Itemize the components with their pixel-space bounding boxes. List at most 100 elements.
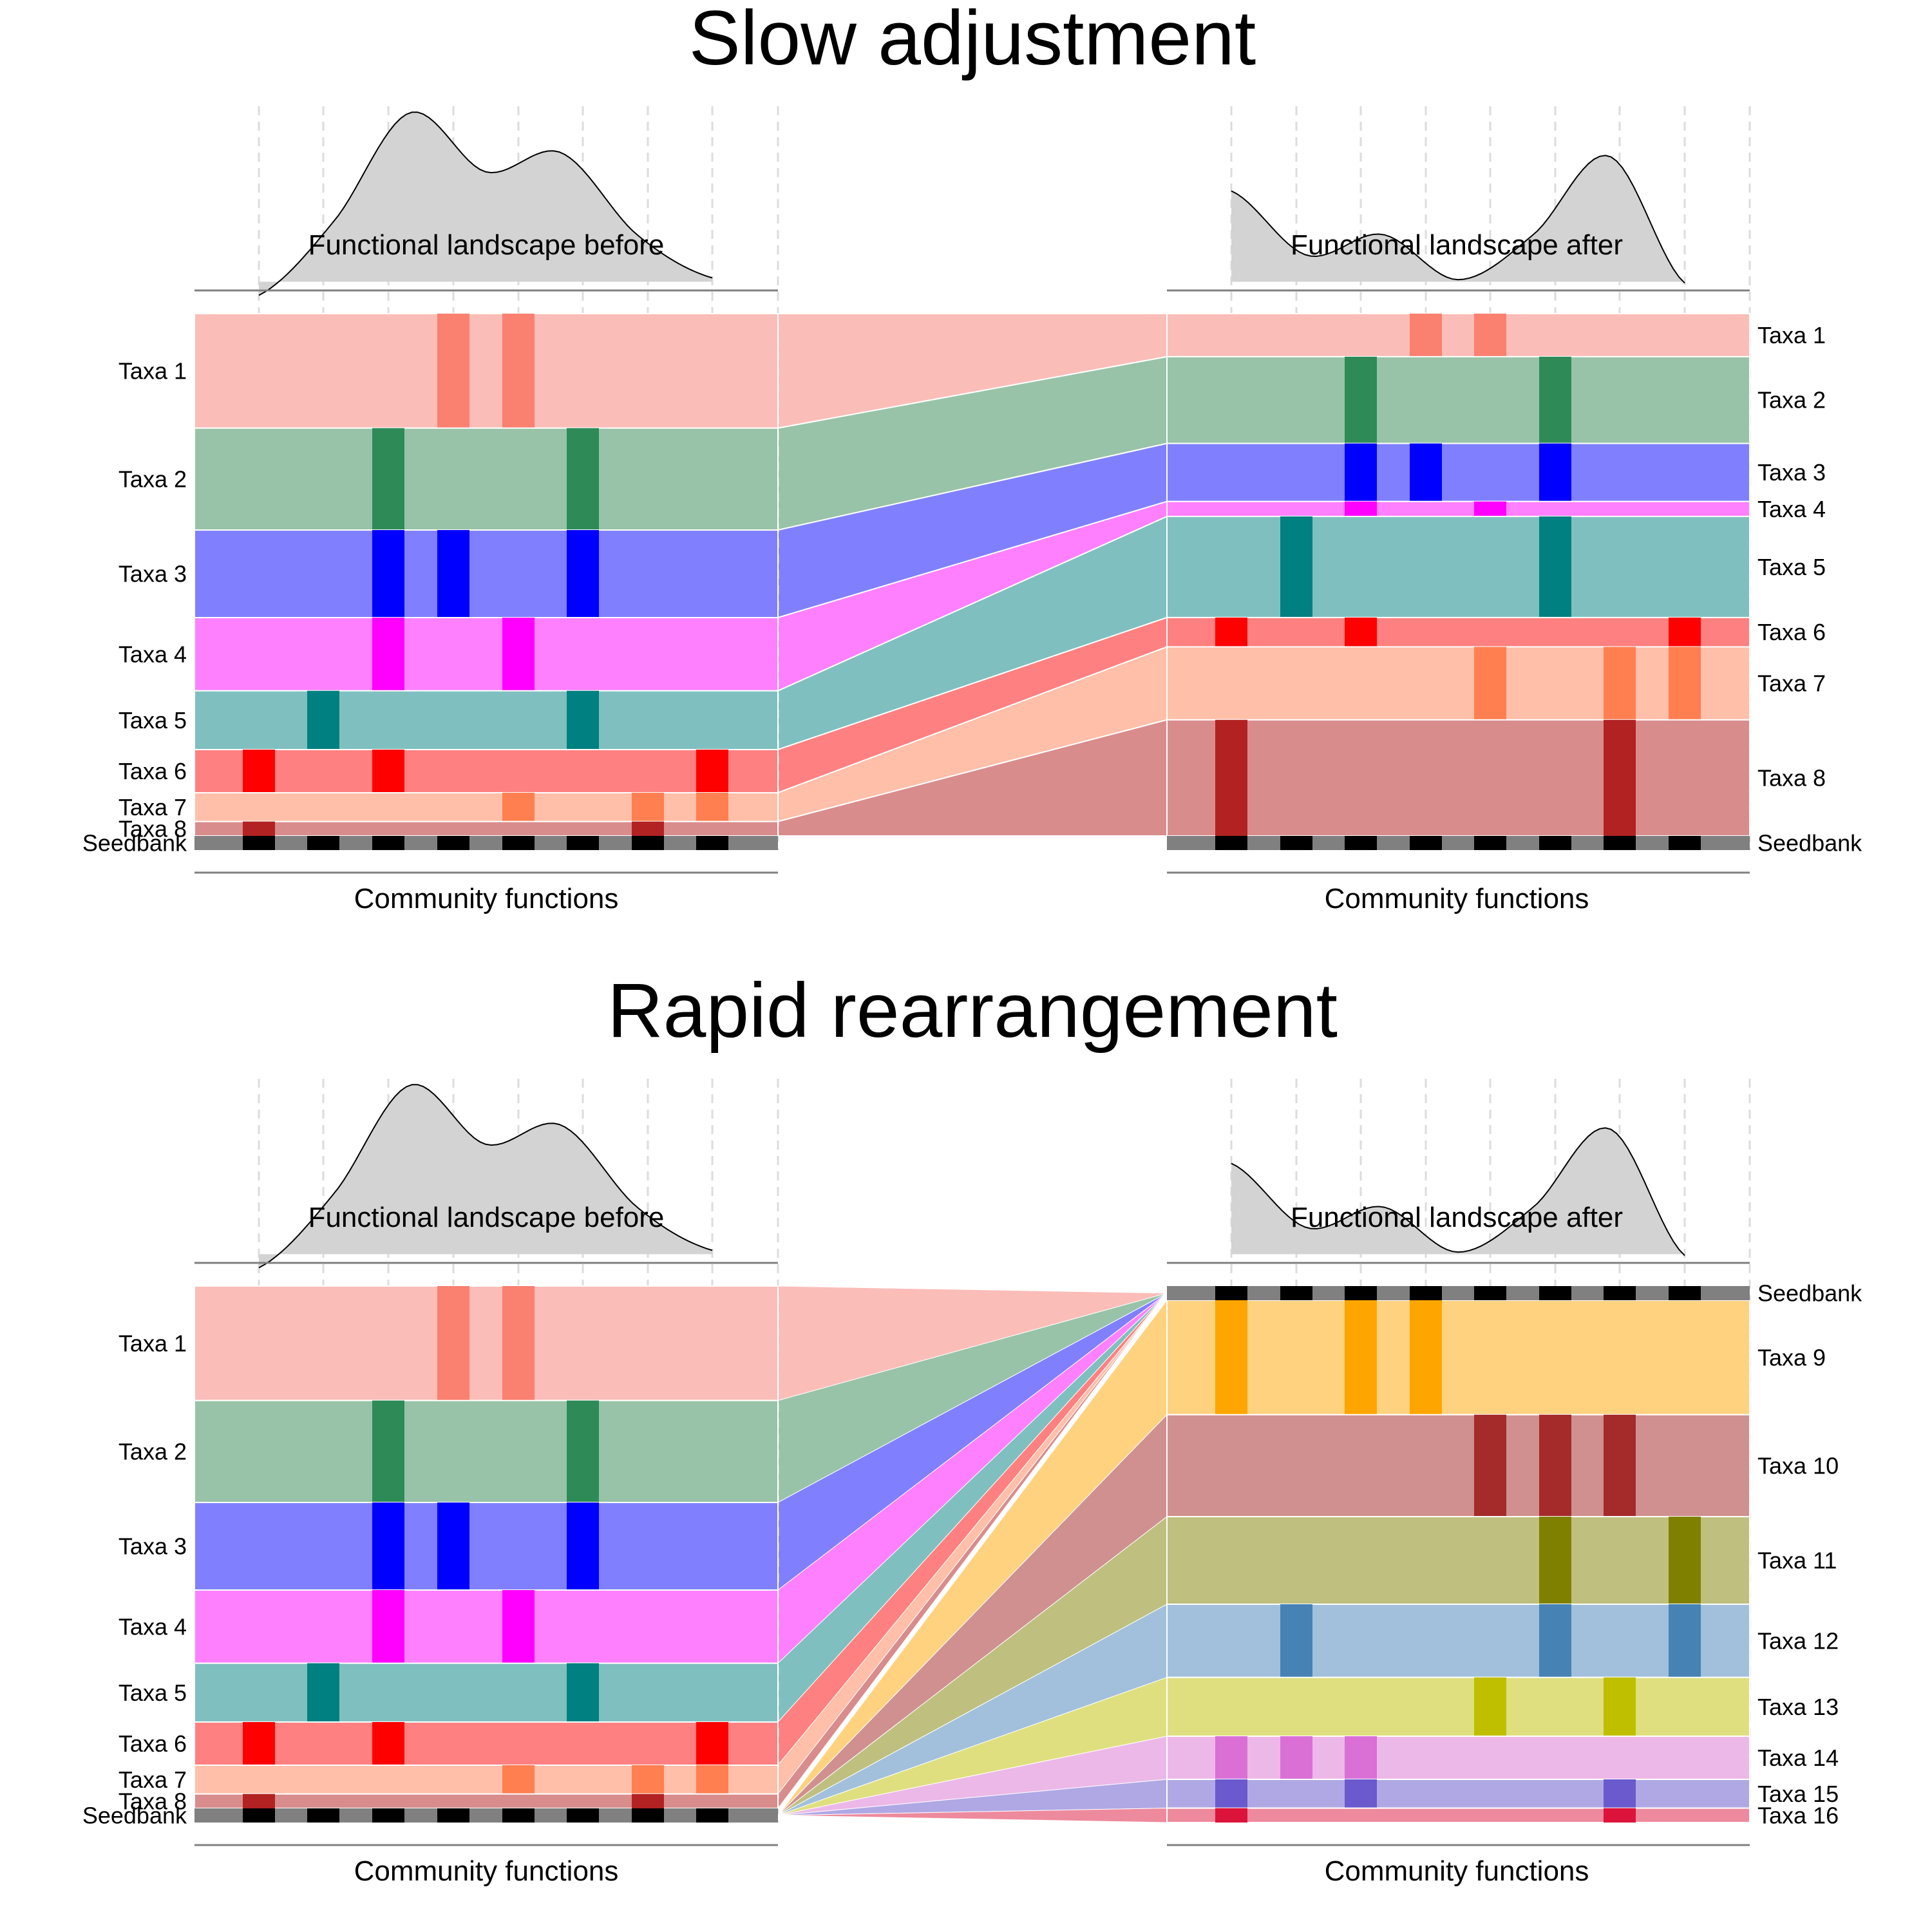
taxa-label: Taxa 9	[1757, 1344, 1826, 1370]
function-marker	[1539, 1517, 1571, 1605]
function-marker	[1669, 617, 1701, 647]
seedbank-marker	[307, 836, 339, 850]
landscape-curve	[258, 111, 713, 296]
right-axis-label: Community functions	[1325, 1855, 1589, 1887]
seedbank-bar	[194, 836, 778, 850]
function-marker	[567, 428, 599, 531]
function-marker	[1604, 719, 1636, 836]
function-marker	[372, 530, 404, 618]
panel-slow-adjustment: Slow adjustment Taxa 1 Taxa 2 Taxa 3 Taxa 4…	[82, 0, 1862, 914]
landscape-curve	[1231, 1127, 1685, 1256]
function-marker	[1280, 516, 1312, 618]
function-marker	[632, 1765, 664, 1794]
function-marker	[437, 1286, 469, 1401]
function-marker	[437, 530, 469, 618]
taxa-band	[1166, 1300, 1750, 1416]
taxa-label: Taxa 7	[1757, 670, 1826, 697]
taxa-label: Taxa 10	[1757, 1452, 1839, 1479]
function-marker	[567, 690, 599, 750]
taxa-label: Taxa 2	[118, 466, 187, 492]
panel-title: Slow adjustment	[689, 0, 1256, 81]
seedbank-label: Seedbank	[82, 1803, 187, 1829]
taxa-label: Taxa 16	[1757, 1802, 1839, 1828]
function-marker	[437, 314, 469, 428]
landscape-area	[259, 112, 712, 296]
landscape-curve	[1231, 155, 1685, 284]
taxa-band	[1166, 1735, 1750, 1780]
function-marker	[1345, 1300, 1377, 1415]
right-axis-label: Community functions	[1325, 883, 1589, 914]
taxa-label: Taxa 7	[118, 1766, 187, 1793]
function-marker	[1539, 516, 1571, 618]
right-diagram: Taxa 9 Taxa 10 Taxa 11 Taxa 12 Taxa 13 Taxa 1…	[1166, 1079, 1862, 1846]
function-marker	[696, 1721, 728, 1765]
taxa-label: Taxa 11	[1757, 1548, 1837, 1574]
function-marker	[1410, 314, 1442, 357]
seedbank-marker	[1345, 1286, 1377, 1300]
function-marker	[632, 1794, 664, 1808]
function-marker	[372, 1400, 404, 1503]
function-marker	[502, 314, 535, 428]
seedbank-marker	[1474, 836, 1506, 850]
taxa-band	[1166, 1604, 1750, 1678]
right-diagram: Taxa 1 Taxa 2 Taxa 3 Taxa 4 Taxa 5 Taxa 6 Taxa…	[1166, 106, 1862, 874]
function-marker	[1604, 1779, 1636, 1808]
taxa-band	[194, 1502, 779, 1591]
ribbons	[777, 1285, 1168, 1823]
taxa-band	[194, 1589, 779, 1664]
function-marker	[1604, 647, 1636, 720]
left-axis-label: Community functions	[354, 1855, 619, 1887]
seedbank-marker	[632, 1808, 664, 1823]
taxa-label: Taxa 8	[118, 1788, 187, 1814]
taxa-label: Taxa 6	[118, 758, 187, 784]
seedbank-marker	[243, 1808, 275, 1823]
function-marker	[1345, 1779, 1377, 1808]
seedbank-marker	[696, 836, 728, 850]
taxa-band	[194, 748, 779, 793]
landscape-before-label: Functional landscape before	[308, 1202, 665, 1233]
taxa-band	[194, 427, 779, 531]
seedbank-marker	[307, 1808, 339, 1823]
seedbank-marker	[372, 836, 404, 850]
seedbank-marker	[1539, 1286, 1571, 1300]
taxa-label: Taxa 12	[1757, 1627, 1839, 1654]
taxa-label: Taxa 15	[1757, 1781, 1839, 1807]
function-marker	[632, 792, 664, 822]
function-marker	[1474, 501, 1506, 516]
taxa-label: Taxa 5	[1757, 554, 1826, 580]
function-marker	[372, 749, 404, 793]
function-marker	[502, 792, 535, 822]
taxa-label: Taxa 6	[1757, 619, 1826, 645]
taxa-label: Taxa 2	[1757, 387, 1826, 413]
function-marker	[502, 618, 535, 691]
function-marker	[243, 749, 275, 793]
seedbank-marker	[1604, 1286, 1636, 1300]
function-marker	[1215, 1300, 1247, 1415]
function-marker	[1669, 1604, 1701, 1678]
taxa-band	[1166, 616, 1750, 648]
taxa-label: Taxa 4	[118, 641, 187, 667]
function-marker	[1345, 617, 1377, 647]
seedbank-marker	[1410, 1286, 1442, 1300]
seedbank-bar	[1167, 836, 1750, 850]
function-marker	[696, 792, 728, 822]
function-marker	[372, 618, 404, 691]
taxa-label: Taxa 7	[118, 794, 187, 820]
function-marker	[1539, 1604, 1571, 1678]
seedbank-marker	[437, 1808, 469, 1823]
seedbank-marker	[567, 1808, 599, 1823]
function-marker	[1410, 443, 1442, 502]
function-marker	[372, 428, 404, 531]
seedbank-marker	[632, 836, 664, 850]
function-marker	[1345, 501, 1377, 516]
ribbons	[777, 313, 1168, 837]
taxa-band	[194, 1764, 779, 1795]
left-axis-label: Community functions	[354, 883, 619, 914]
function-marker	[1215, 719, 1247, 836]
seedbank-marker	[502, 1808, 535, 1823]
taxa-band	[194, 690, 779, 750]
landscape-area	[1231, 1128, 1685, 1256]
taxa-label: Taxa 1	[118, 357, 187, 384]
